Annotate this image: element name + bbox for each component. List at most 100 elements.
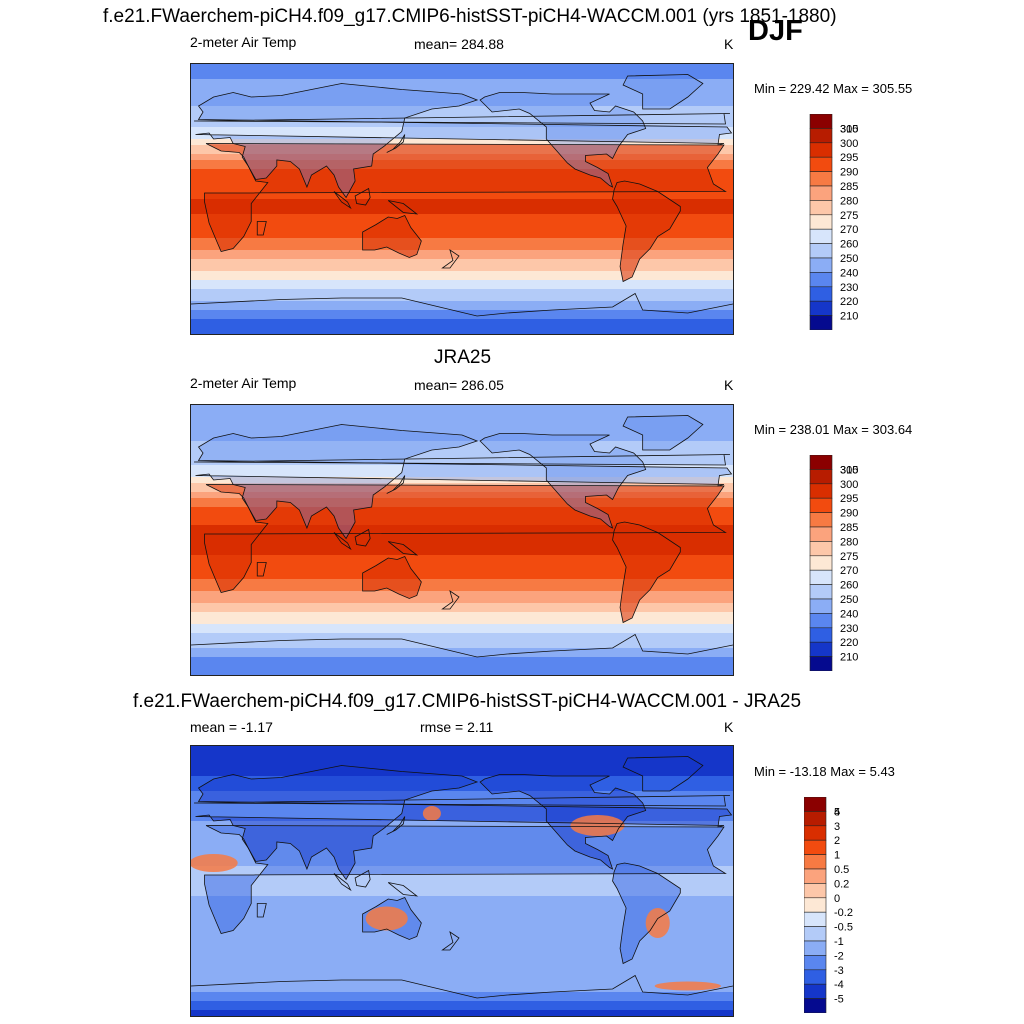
zonal-band [191, 980, 733, 984]
zonal-band [191, 534, 733, 538]
zonal-band [191, 262, 733, 266]
coastline-new_guinea [387, 200, 419, 215]
coastline-south_america [612, 862, 681, 965]
zonal-band [191, 247, 733, 251]
zonal-band [191, 292, 733, 296]
zonal-band [191, 998, 733, 1002]
coastline-uk [194, 454, 730, 466]
colorbar-swatch [809, 555, 833, 571]
colorbar-tick-label: 305 [840, 464, 858, 476]
zonal-band [191, 307, 733, 311]
zonal-band [191, 965, 733, 969]
colorbar-tick-label: 285 [840, 522, 858, 534]
zonal-band [191, 794, 733, 798]
land-shading [191, 765, 732, 991]
zonal-band [191, 277, 733, 281]
panel-1-minmax: Min = 229.42 Max = 305.55 [754, 81, 913, 96]
land-australia [362, 556, 422, 599]
zonal-band [191, 196, 733, 200]
colorbar-tick-label: -0.5 [834, 922, 853, 934]
panel-1-colorbar: 305 300 295 290 285 280 275 270 260 250 240 230 220 2… [809, 114, 858, 330]
zonal-band [191, 226, 733, 230]
panel-3-colorbar: 4 3 2 1 0.5 0.2 0 -0.2 -0.5 -1 -2 -3 -4 -5 5 [804, 797, 853, 1013]
zonal-band [191, 875, 733, 879]
panel-2-map [190, 404, 734, 676]
zonal-band [191, 905, 733, 909]
zonal-band [191, 1007, 733, 1011]
zonal-band [191, 322, 733, 326]
zonal-band [191, 917, 733, 921]
zonal-band [191, 274, 733, 278]
coastline-africa [204, 484, 727, 593]
zonal-band [191, 217, 733, 221]
colorbar-tick-label: 290 [840, 167, 858, 179]
coastlines [191, 756, 733, 999]
zonal-band [191, 995, 733, 999]
colorbar-swatch [809, 156, 833, 172]
coastline-antarctica_n [191, 633, 733, 658]
colorbar-tick-label: -5 [834, 994, 844, 1006]
colorbar-tick-label: -1 [834, 936, 844, 948]
zonal-band [191, 956, 733, 960]
zonal-band [191, 830, 733, 834]
zonal-band [191, 316, 733, 320]
zonal-band [191, 944, 733, 948]
zonal-band [191, 139, 733, 143]
colorbar-swatch [804, 897, 827, 913]
zonal-band [191, 426, 733, 430]
land-south_america [612, 181, 681, 282]
zonal-band [191, 752, 733, 756]
season-label: DJF [748, 15, 803, 47]
colorbar-tick-label: 5 [834, 806, 840, 818]
warm-anomaly [570, 815, 625, 836]
colorbar-swatch [809, 228, 833, 244]
colorbar-tick-label: 290 [840, 508, 858, 520]
zonal-band [191, 848, 733, 852]
panel-2-variable-label: 2-meter Air Temp [190, 375, 297, 391]
land-australia [362, 215, 422, 258]
zonal-band [191, 112, 733, 116]
colorbar-tick-label: 300 [840, 138, 858, 150]
zonal-band [191, 453, 733, 457]
colorbar-tick-label: 230 [840, 623, 858, 635]
zonal-band [191, 983, 733, 987]
colorbar-tick-label: 275 [840, 210, 858, 222]
colorbar-tick-label: 310 [840, 123, 858, 135]
colorbar-tick-label: 260 [840, 580, 858, 592]
coastline-sumatra [333, 873, 352, 892]
coastline-japan [386, 134, 406, 153]
zonal-band [191, 64, 733, 68]
colorbar-swatch [804, 926, 827, 942]
zonal-band [191, 567, 733, 571]
colorbar-swatch [804, 955, 827, 971]
coastline-sumatra [333, 191, 352, 210]
zonal-band [191, 423, 733, 427]
zonal-band [191, 836, 733, 840]
zonal-band [191, 420, 733, 424]
zonal-band [191, 797, 733, 801]
zonal-band [191, 471, 733, 475]
colorbar-tick-label: 1 [834, 850, 840, 862]
colorbar-swatch [809, 613, 833, 629]
coastline-africa [204, 143, 727, 252]
colorbar-tick-label: 210 [840, 311, 858, 323]
zonal-band [191, 417, 733, 421]
zonal-band [191, 992, 733, 996]
colorbar-tick-label: 295 [840, 493, 858, 505]
zonal-band [191, 621, 733, 625]
panel-1-variable-label: 2-meter Air Temp [190, 34, 297, 50]
zonal-band [191, 624, 733, 628]
zonal-band [191, 645, 733, 649]
zonal-band [191, 447, 733, 451]
zonal-band [191, 546, 733, 550]
zonal-band [191, 881, 733, 885]
colorbar-swatch [804, 940, 827, 956]
zonal-band [191, 543, 733, 547]
zonal-band [191, 283, 733, 287]
colorbar-swatch [809, 214, 833, 230]
colorbar-swatch [809, 598, 833, 614]
coastline-eurasia [195, 424, 733, 540]
zonal-band [191, 435, 733, 439]
zonal-band [191, 609, 733, 613]
warm-anomaly [654, 981, 721, 991]
